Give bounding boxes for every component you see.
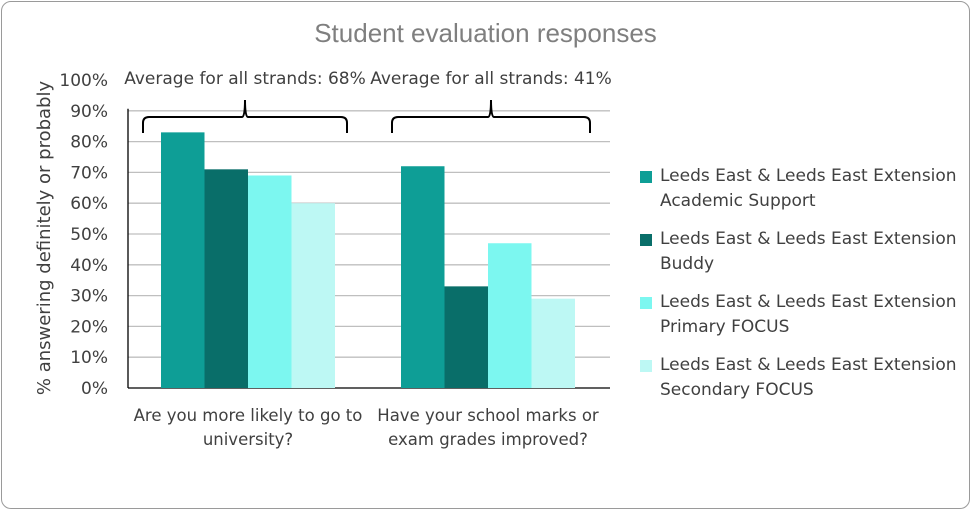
bar xyxy=(204,169,248,388)
y-axis-title: % answering definitely or probably xyxy=(34,81,55,396)
legend-label: Academic Support xyxy=(660,191,816,211)
legend-item: Leeds East & Leeds East Extension Seconda… xyxy=(640,353,970,416)
legend-label: Leeds East & Leeds East Extension xyxy=(660,292,957,312)
legend-item: Leeds East & Leeds East Extension Primary… xyxy=(640,290,970,353)
bar xyxy=(248,175,292,388)
legend-label: Leeds East & Leeds East Extension xyxy=(660,166,957,186)
bar xyxy=(488,243,532,388)
y-tick-label: 90% xyxy=(70,102,108,122)
legend-swatch xyxy=(640,171,652,183)
legend-swatch xyxy=(640,360,652,372)
y-tick-label: 60% xyxy=(70,194,108,214)
legend-label: Leeds East & Leeds East Extension xyxy=(660,355,957,375)
y-tick-label: 100% xyxy=(59,71,108,91)
legend-label: Buddy xyxy=(660,254,715,274)
x-category-label: Have your school marks or xyxy=(377,406,599,425)
bar xyxy=(161,132,205,388)
x-category-label: exam grades improved? xyxy=(388,430,588,449)
curly-brace xyxy=(142,99,348,133)
y-tick-label: 30% xyxy=(70,287,108,307)
curly-brace xyxy=(391,99,591,133)
legend-item: Leeds East & Leeds East Extension Academi… xyxy=(640,164,970,227)
bar xyxy=(401,166,445,388)
average-annotation: Average for all strands: 68% xyxy=(124,69,366,89)
y-tick-label: 10% xyxy=(70,348,108,368)
legend-swatch xyxy=(640,297,652,309)
bar xyxy=(531,298,575,388)
x-category-label: Are you more likely to go to xyxy=(134,406,363,425)
legend-label: Leeds East & Leeds East Extension xyxy=(660,229,957,249)
y-tick-label: 70% xyxy=(70,163,108,183)
y-tick-label: 50% xyxy=(70,225,108,245)
chart-title: Student evaluation responses xyxy=(314,18,657,48)
legend-swatch xyxy=(640,234,652,246)
y-tick-label: 0% xyxy=(81,379,108,399)
x-category-label: university? xyxy=(203,430,293,449)
average-annotation: Average for all strands: 41% xyxy=(370,69,612,89)
legend: Leeds East & Leeds East Extension Academi… xyxy=(640,164,970,416)
bar xyxy=(444,286,488,388)
legend-label: Primary FOCUS xyxy=(660,317,790,337)
legend-label: Secondary FOCUS xyxy=(660,380,814,400)
bar xyxy=(291,203,335,388)
y-tick-label: 20% xyxy=(70,317,108,337)
y-tick-label: 40% xyxy=(70,256,108,276)
y-tick-label: 80% xyxy=(70,133,108,153)
legend-item: Leeds East & Leeds East Extension Buddy xyxy=(640,227,970,290)
